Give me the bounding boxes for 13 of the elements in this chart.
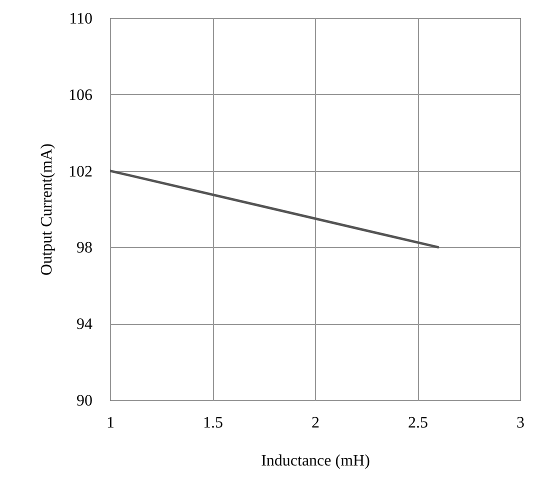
y-tick-label: 90 — [76, 392, 92, 410]
x-tick-label: 1 — [106, 414, 114, 432]
y-tick-label: 102 — [68, 163, 92, 180]
x-tick-label: 2 — [312, 414, 320, 432]
x-tick-label: 3 — [516, 414, 524, 432]
x-axis-title: Inductance (mH) — [261, 452, 370, 470]
y-tick-label: 94 — [76, 316, 92, 334]
y-axis-title: Output Current(mA) — [38, 144, 56, 276]
x-tick-label: 2.5 — [408, 414, 428, 432]
y-tick-label: 110 — [69, 10, 92, 28]
y-tick-label: 106 — [68, 86, 92, 104]
x-tick-label: 1.5 — [203, 414, 223, 432]
y-tick-label: 98 — [76, 240, 92, 257]
